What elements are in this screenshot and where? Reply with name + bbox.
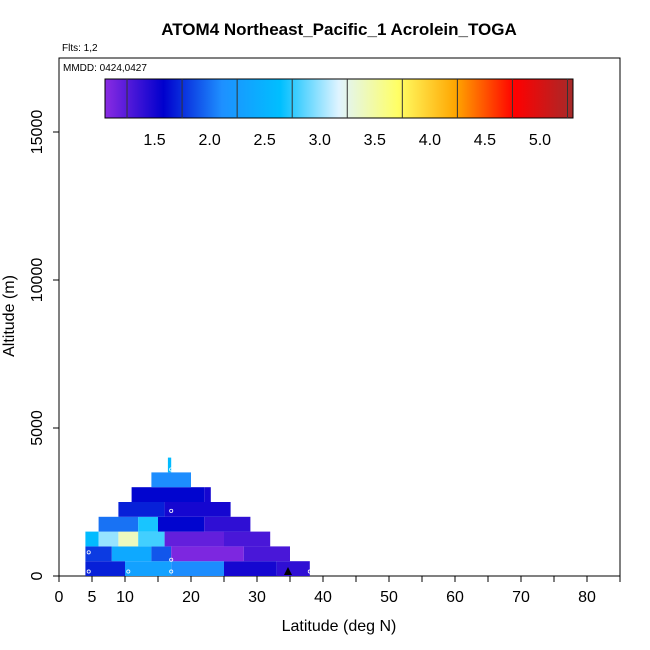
sample-point xyxy=(86,569,91,574)
heatmap-cell xyxy=(131,487,205,502)
heatmap-cell xyxy=(224,531,271,547)
x-tick-label: 0 xyxy=(55,589,64,606)
heatmap-cell xyxy=(164,531,224,547)
heatmap-cell xyxy=(167,457,172,473)
x-axis-label: Latitude (deg N) xyxy=(282,618,397,635)
colorbar-gradient xyxy=(104,78,574,119)
x-tick-label: 5 xyxy=(88,589,97,606)
dates-label: MMDD: 0424,0427 xyxy=(63,63,147,74)
x-tick-label: 80 xyxy=(578,589,596,606)
heatmap-cell xyxy=(138,531,165,547)
y-tick-label: 15000 xyxy=(29,110,46,155)
heatmap-cell xyxy=(118,502,165,517)
sample-point xyxy=(169,508,174,513)
colorbar: 1.5 2.0 2.5 3.0 3.5 4.0 4.5 5.0 xyxy=(104,78,574,149)
chart-title: ATOM4 Northeast_Pacific_1 Acrolein_TOGA xyxy=(161,20,517,39)
heatmap-cell xyxy=(118,531,139,547)
sample-point xyxy=(307,569,312,574)
heatmap-cell xyxy=(151,546,172,562)
plot-frame xyxy=(58,57,621,577)
heatmap-cell xyxy=(276,561,310,576)
sample-point xyxy=(86,550,91,555)
colorbar-tick-label: 1.5 xyxy=(143,132,165,149)
x-tick-label: 30 xyxy=(248,589,266,606)
y-axis: 0 5000 10000 15000 xyxy=(29,110,59,580)
heatmap-cell xyxy=(111,546,152,562)
colorbar-tick-label: 4.0 xyxy=(419,132,441,149)
sample-point xyxy=(169,467,174,472)
heatmap-cell xyxy=(158,516,205,532)
heatmap-cell xyxy=(171,546,244,562)
heatmap-cell xyxy=(164,502,231,517)
x-tick-label: 40 xyxy=(314,589,332,606)
colorbar-tick-label: 2.0 xyxy=(198,132,220,149)
surface-marker xyxy=(284,567,292,575)
sample-point xyxy=(169,557,174,562)
x-axis: 0 5 10 20 30 40 50 60 70 80 xyxy=(55,576,621,606)
heatmap-cell xyxy=(98,516,139,532)
colorbar-tick-label: 3.0 xyxy=(309,132,331,149)
colorbar-tick-label: 2.5 xyxy=(254,132,276,149)
heatmap-cell xyxy=(171,561,224,576)
heatmap-cell xyxy=(243,546,290,562)
heatmap-cell xyxy=(151,472,191,488)
sample-point xyxy=(126,569,131,574)
heatmap-cell xyxy=(204,516,251,532)
heatmap-cells xyxy=(85,457,310,576)
sample-point xyxy=(169,569,174,574)
x-tick-label: 70 xyxy=(512,589,530,606)
colorbar-tick-label: 5.0 xyxy=(529,132,551,149)
x-tick-label: 60 xyxy=(446,589,464,606)
heatmap-cell xyxy=(85,561,125,576)
data-points xyxy=(86,467,312,574)
heatmap-cell xyxy=(85,531,99,547)
y-tick-label: 0 xyxy=(29,571,46,580)
colorbar-tick-label: 4.5 xyxy=(474,132,496,149)
x-tick-label: 50 xyxy=(380,589,398,606)
heatmap-cell xyxy=(98,531,119,547)
y-tick-label: 10000 xyxy=(29,258,46,303)
x-tick-label: 10 xyxy=(116,589,134,606)
heatmap-cell xyxy=(138,516,158,532)
heatmap-cell xyxy=(125,561,172,576)
colorbar-tick-label: 3.5 xyxy=(364,132,386,149)
y-axis-label: Altitude (m) xyxy=(1,275,18,357)
flights-label: Flts: 1,2 xyxy=(62,43,98,54)
y-tick-label: 5000 xyxy=(29,410,46,446)
heatmap-cell xyxy=(85,546,112,562)
x-tick-label: 20 xyxy=(182,589,200,606)
heatmap-cell xyxy=(224,561,277,576)
heatmap-cell xyxy=(204,487,211,502)
